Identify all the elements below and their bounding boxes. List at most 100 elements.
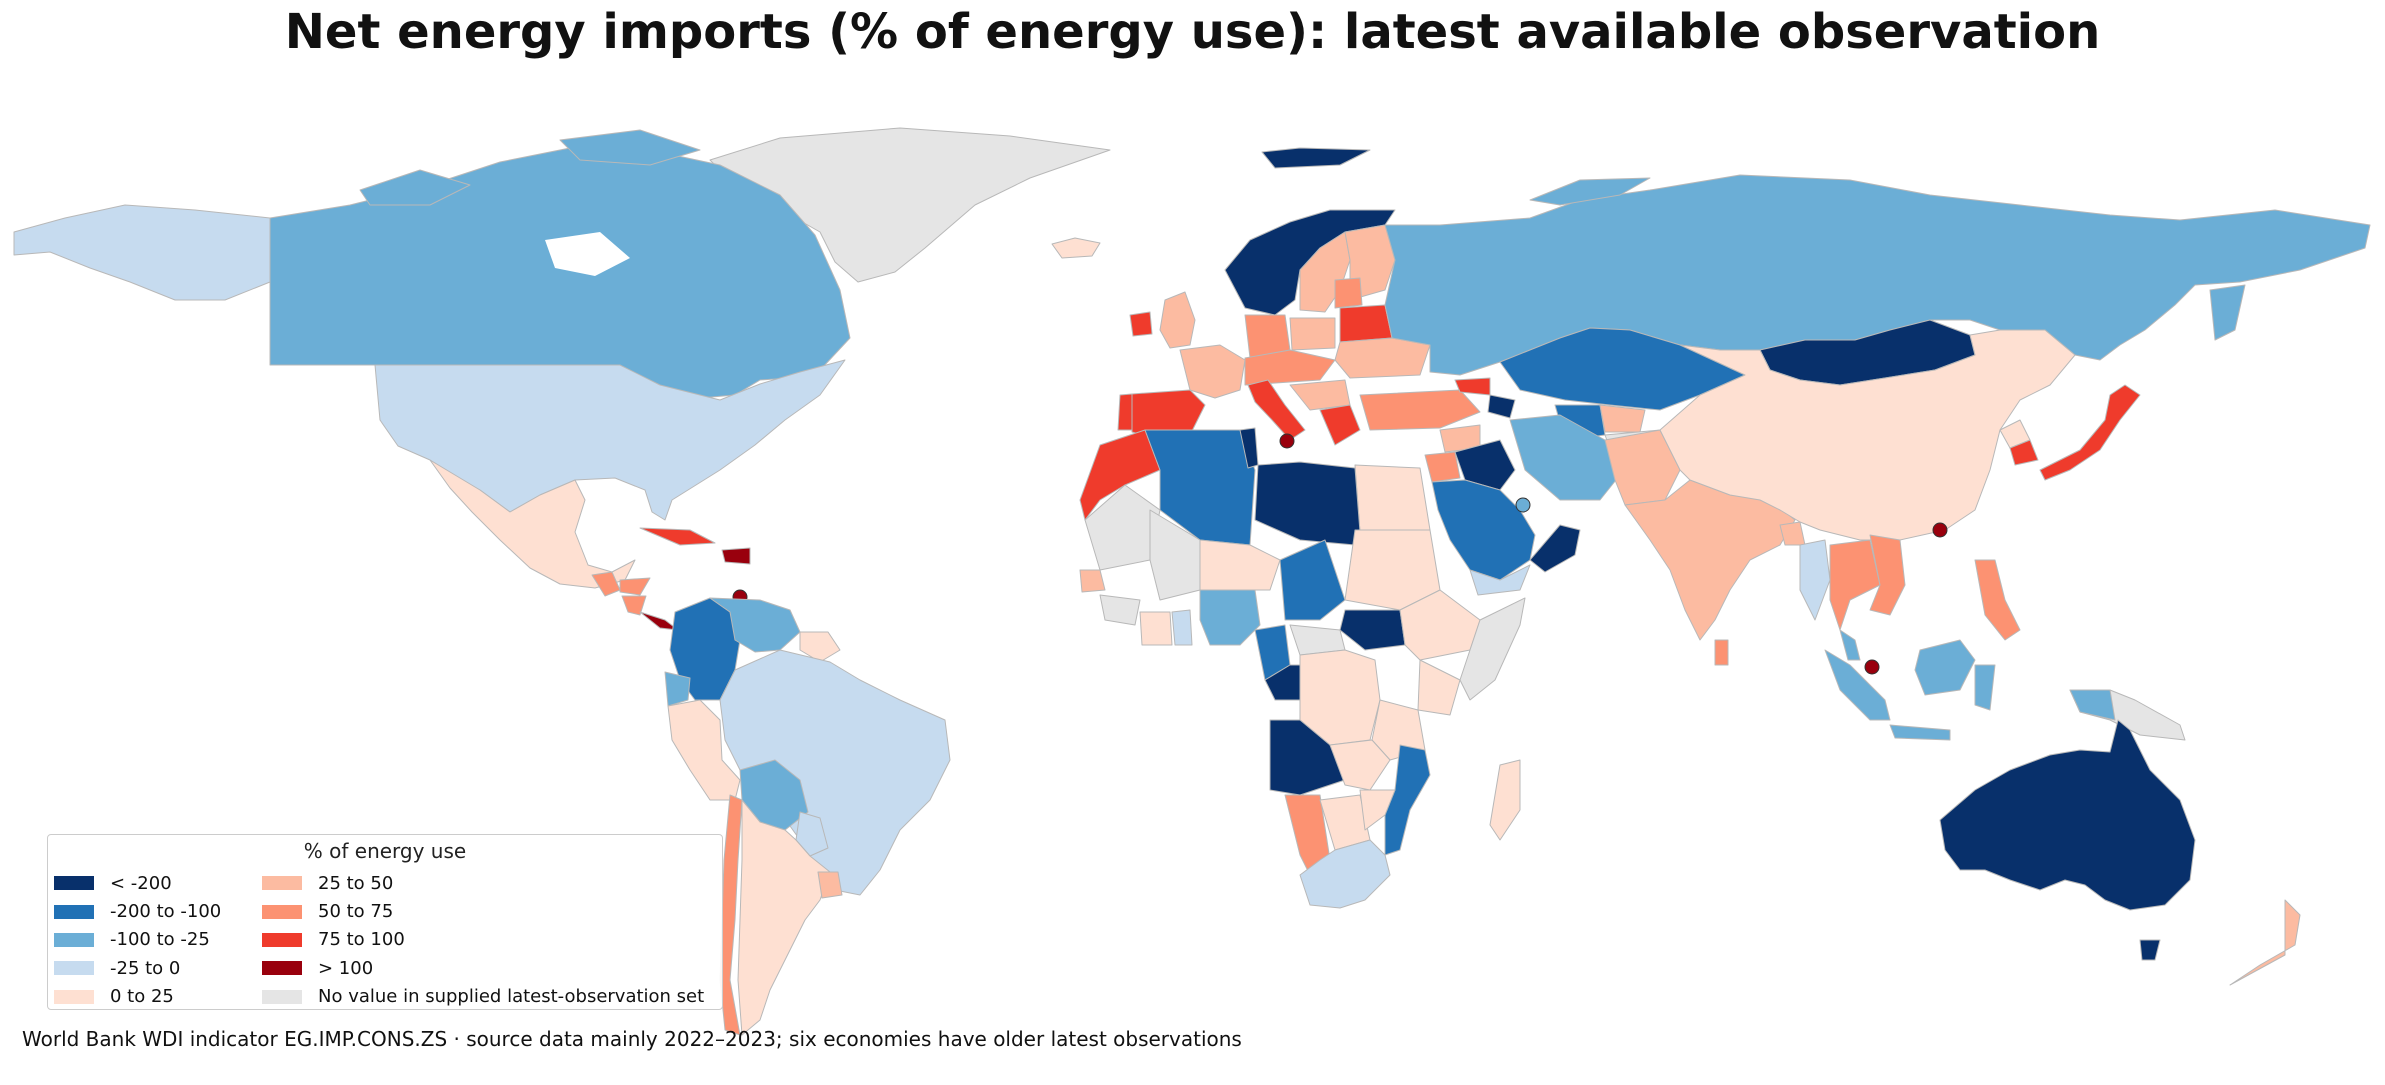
- region-uzbekistan: [1599, 404, 1646, 433]
- region-usa: [374, 359, 846, 521]
- legend-swatch: [54, 932, 94, 947]
- legend-label: 75 to 100: [318, 929, 405, 951]
- legend-item: 75 to 100: [262, 926, 704, 954]
- legend-swatch: [54, 876, 94, 891]
- region-indonesia-east: [2069, 689, 2116, 721]
- marker-bahrain-qatar: [1515, 497, 1531, 513]
- region-chile: [719, 794, 743, 1036]
- region-alaska: [13, 204, 271, 301]
- legend-label: 50 to 75: [318, 901, 394, 923]
- region-mali: [1149, 509, 1201, 601]
- legend-swatch: [262, 904, 302, 919]
- region-balkans: [1289, 379, 1351, 411]
- region-china: [1659, 329, 2076, 541]
- region-iceland: [1051, 237, 1101, 259]
- region-japan: [2039, 384, 2141, 481]
- legend-label: < -200: [110, 872, 172, 894]
- region-ireland: [1129, 311, 1153, 337]
- region-ecuador: [664, 671, 691, 707]
- region-new-zealand: [2229, 899, 2301, 986]
- region-jordan: [1424, 451, 1461, 483]
- legend-label: 25 to 50: [318, 872, 394, 894]
- region-greece: [1319, 404, 1361, 446]
- legend-label: -100 to -25: [110, 929, 210, 951]
- region-hispaniola: [721, 547, 751, 565]
- region-south-sudan: [1339, 609, 1406, 651]
- region-vietnam: [1869, 534, 1906, 616]
- legend-title: % of energy use: [303, 839, 467, 863]
- region-somalia: [1459, 597, 1526, 701]
- region-philippines: [1974, 559, 2021, 641]
- region-yemen: [1469, 564, 1531, 596]
- region-alps: [1244, 349, 1336, 386]
- legend-item: < -200: [54, 869, 221, 897]
- legend-swatch: [54, 989, 94, 1004]
- region-niger: [1199, 539, 1281, 591]
- region-nicaragua: [621, 595, 647, 616]
- legend-label: > 100: [318, 957, 374, 979]
- region-canada-island-3: [545, 232, 630, 276]
- legend-item: 50 to 75: [262, 897, 704, 925]
- region-turkey: [1359, 389, 1481, 431]
- region-portugal: [1117, 393, 1133, 431]
- legend-item: 0 to 25: [54, 983, 221, 1011]
- region-oman: [1529, 524, 1581, 573]
- region-chad: [1279, 539, 1346, 621]
- legend-label: -25 to 0: [110, 957, 181, 979]
- legend-label: 0 to 25: [110, 986, 174, 1008]
- legend-swatch: [262, 961, 302, 976]
- region-australia: [1939, 719, 2196, 911]
- region-guinea: [1099, 594, 1141, 626]
- marker-singapore: [1864, 659, 1880, 675]
- region-sumatra: [1824, 649, 1891, 721]
- legend-item: No value in supplied latest-observation …: [262, 983, 704, 1011]
- region-kenya: [1417, 659, 1461, 716]
- region-madagascar: [1489, 759, 1521, 841]
- region-panama: [639, 611, 679, 631]
- region-canada-island-1: [359, 169, 471, 206]
- legend-item: -200 to -100: [54, 897, 221, 925]
- region-iran: [1509, 414, 1621, 501]
- region-guyana: [799, 631, 841, 663]
- region-peru: [667, 699, 741, 801]
- region-tasmania: [2139, 939, 2161, 961]
- region-france: [1179, 344, 1246, 399]
- region-ivory-coast: [1139, 611, 1173, 646]
- region-cuba: [639, 527, 716, 546]
- region-uruguay: [817, 871, 843, 899]
- region-mozambique: [1384, 744, 1431, 856]
- region-mexico: [429, 459, 636, 589]
- region-sri-lanka: [1714, 639, 1729, 666]
- legend-item: 25 to 50: [262, 869, 704, 897]
- region-korea-s: [2009, 439, 2039, 466]
- region-russia-island: [1529, 177, 1651, 206]
- region-georgia: [1454, 377, 1491, 396]
- legend-swatch: [54, 904, 94, 919]
- region-ukraine: [1334, 337, 1431, 379]
- region-kamchatka: [2209, 284, 2246, 341]
- region-egypt: [1354, 464, 1431, 533]
- region-malaysia: [1839, 629, 1861, 661]
- region-saudi: [1431, 479, 1536, 581]
- region-honduras: [619, 577, 651, 596]
- region-nigeria: [1199, 589, 1261, 646]
- source-caption: World Bank WDI indicator EG.IMP.CONS.ZS …: [22, 1027, 1242, 1051]
- marker-malta: [1279, 433, 1295, 449]
- region-argentina: [737, 799, 831, 1036]
- legend-item: -100 to -25: [54, 926, 221, 954]
- region-south-africa: [1299, 839, 1391, 909]
- legend-item: -25 to 0: [54, 954, 221, 982]
- legend-label: No value in supplied latest-observation …: [318, 986, 705, 1008]
- region-zimbabwe: [1359, 789, 1396, 831]
- legend-swatch: [262, 932, 302, 947]
- legend-column-2: 25 to 50 50 to 75 75 to 100 > 100 No val…: [262, 869, 704, 1011]
- region-myanmar: [1799, 539, 1831, 621]
- region-senegal: [1079, 569, 1106, 593]
- marker-hong-kong: [1932, 522, 1948, 538]
- region-paraguay: [795, 811, 829, 857]
- legend: % of energy use < -200 -200 to -100 -100…: [47, 834, 723, 1010]
- region-borneo: [1914, 639, 1976, 696]
- legend-swatch: [54, 961, 94, 976]
- region-libya: [1254, 461, 1361, 546]
- legend-column-1: < -200 -200 to -100 -100 to -25 -25 to 0…: [54, 869, 221, 1011]
